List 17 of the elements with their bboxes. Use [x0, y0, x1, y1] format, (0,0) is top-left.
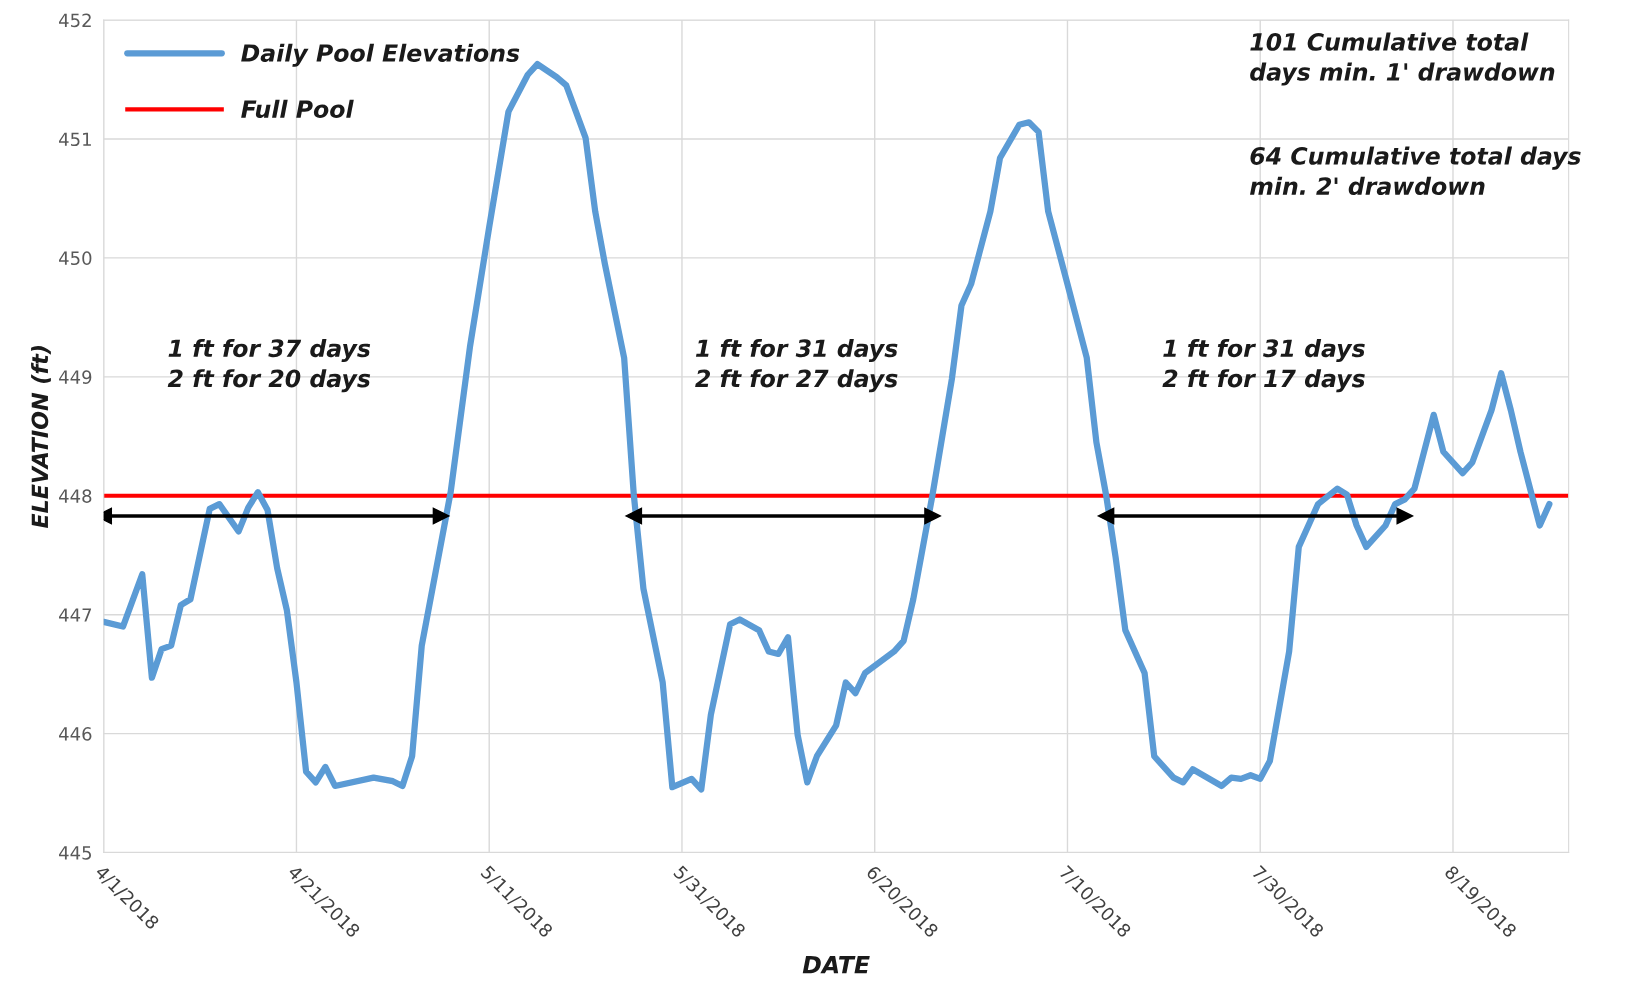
legend-label: Daily Pool Elevations: [241, 43, 520, 67]
annotation: 1 ft for 31 days 2 ft for 17 days: [1162, 338, 1365, 393]
annotation: 1 ft for 31 days 2 ft for 27 days: [695, 338, 898, 393]
y-axis-title: ELEVATION (ft): [31, 346, 51, 529]
y-tick-label: 447: [59, 608, 92, 622]
annotation: 64 Cumulative total days min. 2' drawdown: [1250, 146, 1581, 196]
y-tick-label: 452: [59, 13, 91, 28]
y-tick-label: 449: [59, 370, 92, 384]
legend-label: Full Pool: [241, 99, 354, 119]
y-tick-label: 450: [59, 251, 92, 266]
annotation: 1 ft for 37 days 2 ft for 20 days: [167, 338, 371, 393]
y-tick-label: 448: [59, 489, 92, 503]
annotation: 101 Cumulative total days min. 1' drawdown: [1250, 32, 1555, 86]
y-tick-label: 451: [59, 132, 91, 147]
x-axis-title: DATE: [802, 956, 870, 974]
y-tick-label: 445: [59, 846, 92, 860]
y-tick-label: 446: [59, 727, 92, 741]
